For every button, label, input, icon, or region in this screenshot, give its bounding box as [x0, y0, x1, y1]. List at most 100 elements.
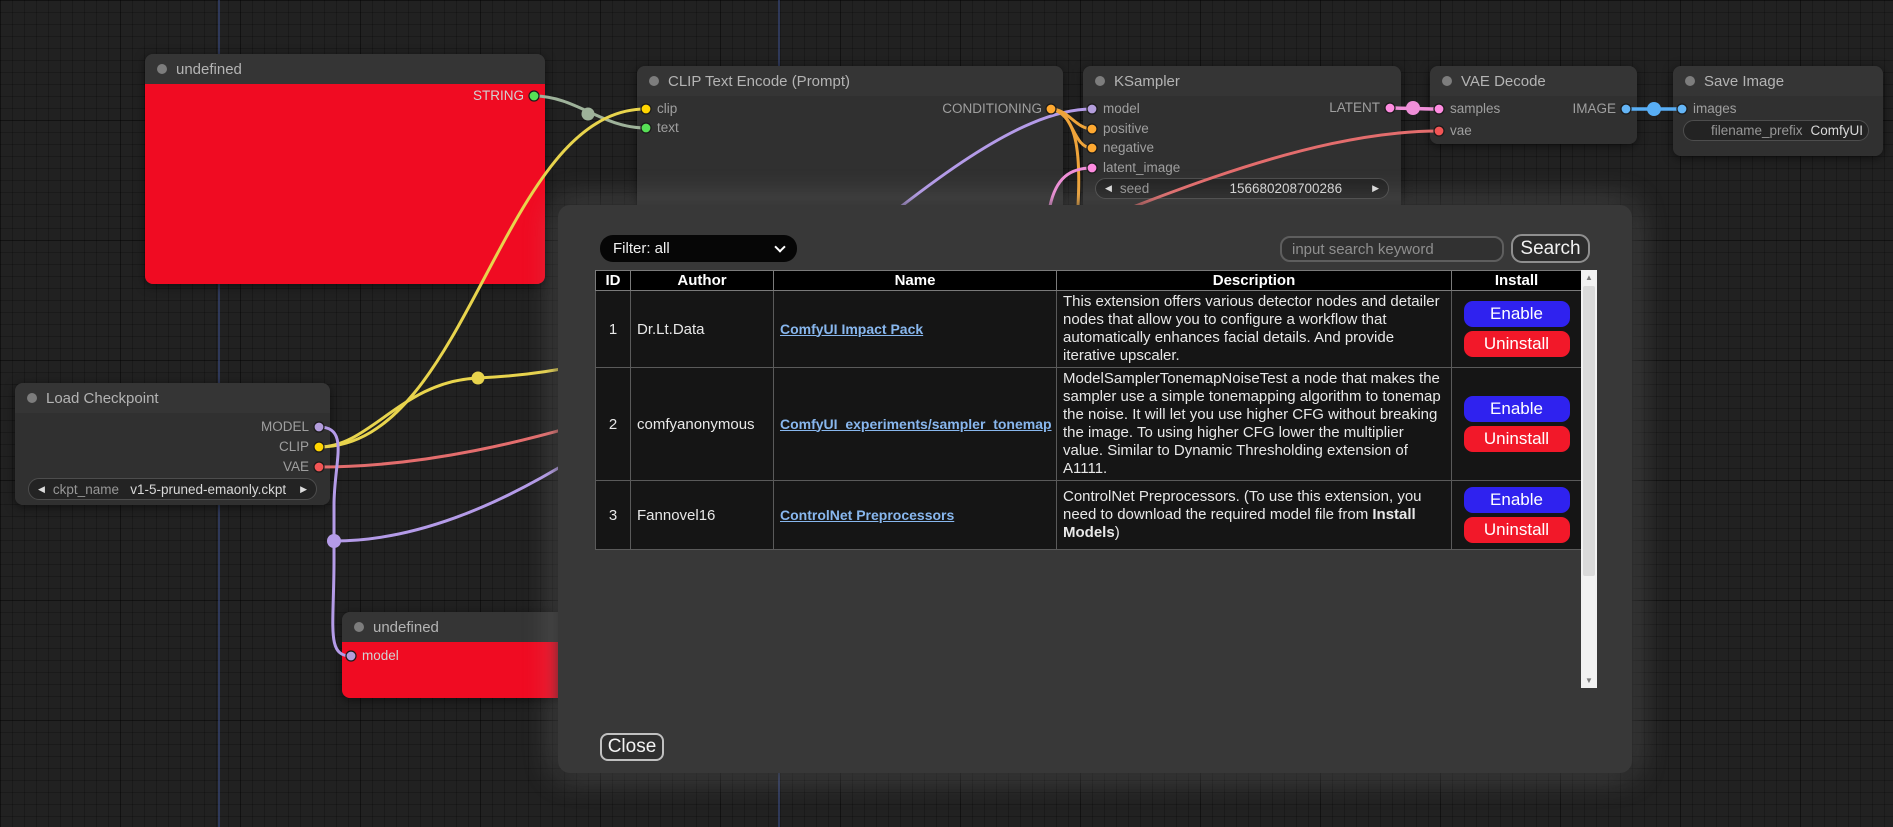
- input-slot-samples: samples: [1450, 101, 1501, 116]
- col-header-description: Description: [1056, 270, 1452, 291]
- enable-button[interactable]: Enable: [1463, 487, 1570, 513]
- node-title-bar[interactable]: VAE Decode: [1430, 66, 1637, 96]
- input-slot-clip: clip: [657, 101, 678, 116]
- scrollbar-thumb[interactable]: [1583, 286, 1595, 576]
- node-ksampler[interactable]: KSampler model positive negative latent_…: [1083, 66, 1401, 211]
- uninstall-button[interactable]: Uninstall: [1463, 517, 1570, 543]
- scrollbar-up-icon[interactable]: ▲: [1585, 273, 1593, 282]
- widget-name: filename_prefix: [1711, 123, 1803, 138]
- filename-prefix-widget[interactable]: filename_prefix ComfyUI: [1683, 120, 1869, 141]
- node-title: CLIP Text Encode (Prompt): [668, 72, 851, 90]
- input-slot-latent-image: latent_image: [1103, 160, 1181, 175]
- cell-author: Fannovel16: [630, 480, 774, 550]
- node-body: [1430, 96, 1637, 144]
- col-header-install: Install: [1451, 270, 1582, 291]
- reroute-dot-string[interactable]: [581, 107, 595, 121]
- node-undefined-top[interactable]: undefined STRING: [145, 54, 545, 284]
- node-title-bar[interactable]: Save Image: [1673, 66, 1883, 96]
- collapse-dot-icon[interactable]: [354, 622, 364, 632]
- widget-right-arrow-icon[interactable]: ▶: [1372, 183, 1379, 193]
- reroute-dot-image[interactable]: [1647, 102, 1661, 116]
- chevron-down-icon: [774, 240, 786, 253]
- search-input[interactable]: [1280, 236, 1504, 262]
- node-title: KSampler: [1114, 72, 1180, 90]
- node-body-error: [145, 84, 545, 284]
- table-row: 3 Fannovel16 ControlNet Preprocessors Co…: [595, 480, 1582, 550]
- node-title-bar[interactable]: undefined: [145, 54, 545, 84]
- widget-value: ComfyUI: [1810, 123, 1864, 138]
- widget-value: 156680208700286: [1229, 181, 1343, 196]
- output-slot-clip: CLIP: [278, 439, 309, 454]
- node-title-bar[interactable]: CLIP Text Encode (Prompt): [637, 66, 1063, 96]
- output-slot-latent: LATENT: [1329, 100, 1380, 115]
- filter-select[interactable]: Filter: all: [600, 235, 797, 262]
- ckpt-name-widget[interactable]: ◀ ckpt_name v1-5-pruned-emaonly.ckpt ▶: [28, 478, 317, 500]
- node-clip-text-encode[interactable]: CLIP Text Encode (Prompt) clip text COND…: [637, 66, 1063, 212]
- node-title: VAE Decode: [1461, 72, 1546, 90]
- search-button[interactable]: Search: [1511, 234, 1590, 263]
- extension-link[interactable]: ComfyUI_experiments/sampler_tonemap: [780, 415, 1052, 432]
- cell-id: 1: [595, 290, 631, 368]
- collapse-dot-icon[interactable]: [1442, 76, 1452, 86]
- search-button-label: Search: [1520, 237, 1581, 259]
- table-row: 2 comfyanonymous ComfyUI_experiments/sam…: [595, 367, 1582, 481]
- output-slot-image: IMAGE: [1572, 101, 1616, 116]
- node-title: Load Checkpoint: [46, 389, 159, 407]
- output-slot-model: MODEL: [260, 419, 309, 434]
- cell-install: Enable Uninstall: [1451, 367, 1582, 481]
- collapse-dot-icon[interactable]: [27, 393, 37, 403]
- collapse-dot-icon[interactable]: [649, 76, 659, 86]
- collapse-dot-icon[interactable]: [157, 64, 167, 74]
- enable-button[interactable]: Enable: [1463, 301, 1570, 327]
- extension-link[interactable]: ControlNet Preprocessors: [780, 506, 955, 523]
- widget-name: ckpt_name: [52, 481, 119, 497]
- reroute-dot-clip[interactable]: [471, 371, 485, 385]
- widget-left-arrow-icon[interactable]: ◀: [1105, 183, 1112, 193]
- seed-widget[interactable]: ◀ seed 156680208700286 ▶: [1095, 178, 1389, 199]
- reroute-dot-model[interactable]: [327, 534, 341, 548]
- cell-author: Dr.Lt.Data: [630, 290, 774, 368]
- input-slot-text: text: [657, 120, 679, 135]
- col-header-name: Name: [773, 270, 1057, 291]
- col-header-author: Author: [630, 270, 774, 291]
- table-scrollbar[interactable]: ▲ ▼: [1581, 270, 1597, 688]
- input-slot-negative: negative: [1103, 140, 1155, 155]
- uninstall-button[interactable]: Uninstall: [1463, 426, 1570, 452]
- collapse-dot-icon[interactable]: [1095, 76, 1105, 86]
- cell-author: comfyanonymous: [630, 367, 774, 481]
- node-title: undefined: [176, 60, 242, 78]
- cell-description: ModelSamplerTonemapNoiseTest a node that…: [1056, 367, 1452, 481]
- input-slot-vae: vae: [1450, 123, 1472, 138]
- widget-right-arrow-icon[interactable]: ▶: [300, 483, 307, 494]
- uninstall-button[interactable]: Uninstall: [1463, 331, 1570, 357]
- extension-link[interactable]: ComfyUI Impact Pack: [780, 320, 924, 337]
- reroute-dot-latent[interactable]: [1406, 101, 1420, 115]
- extension-manager-dialog: Filter: all Search ID Author Name Descri…: [558, 205, 1632, 773]
- extension-table: ID Author Name Description Install 1 Dr.…: [595, 270, 1582, 550]
- cell-install: Enable Uninstall: [1451, 290, 1582, 368]
- node-title-bar[interactable]: Load Checkpoint: [15, 383, 330, 413]
- col-header-id: ID: [595, 270, 631, 291]
- input-slot-model: model: [1103, 101, 1140, 116]
- enable-button[interactable]: Enable: [1463, 396, 1570, 422]
- cell-description: ControlNet Preprocessors. (To use this e…: [1056, 480, 1452, 550]
- collapse-dot-icon[interactable]: [1685, 76, 1695, 86]
- close-button-label: Close: [607, 736, 657, 757]
- scrollbar-down-icon[interactable]: ▼: [1585, 676, 1593, 685]
- input-slot-model: model: [362, 648, 399, 663]
- node-title-bar[interactable]: KSampler: [1083, 66, 1401, 96]
- node-save-image[interactable]: Save Image images filename_prefix ComfyU…: [1673, 66, 1883, 156]
- node-vae-decode[interactable]: VAE Decode samples vae IMAGE: [1430, 66, 1637, 144]
- cell-id: 3: [595, 480, 631, 550]
- output-slot-conditioning: CONDITIONING: [942, 101, 1042, 116]
- input-slot-positive: positive: [1103, 121, 1149, 136]
- node-load-checkpoint[interactable]: Load Checkpoint MODEL CLIP VAE ◀ ckpt_na…: [15, 383, 330, 505]
- close-button[interactable]: Close: [600, 733, 664, 761]
- filter-select-label: Filter: all: [613, 240, 670, 257]
- table-header-row: ID Author Name Description Install: [595, 270, 1582, 291]
- widget-left-arrow-icon[interactable]: ◀: [38, 483, 45, 494]
- cell-description: This extension offers various detector n…: [1056, 290, 1452, 368]
- widget-value: v1-5-pruned-emaonly.ckpt: [130, 481, 287, 497]
- node-title: undefined: [373, 618, 439, 636]
- output-slot-vae: VAE: [282, 459, 309, 474]
